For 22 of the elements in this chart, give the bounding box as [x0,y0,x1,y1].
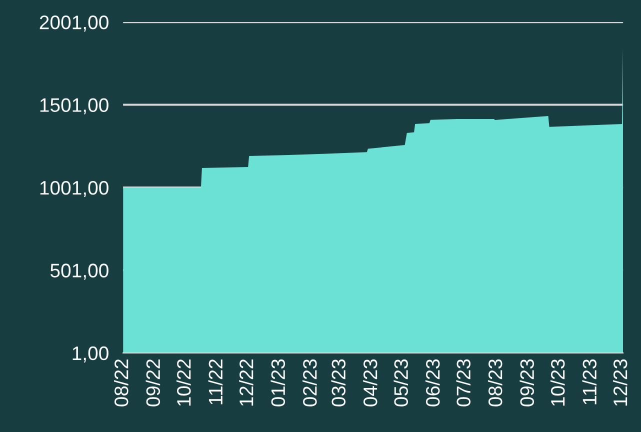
x-tick-label: 08/22 [114,359,128,406]
x-tick-label: 04/23 [362,359,378,406]
x-tick-label: 02/23 [302,359,317,406]
x-tick-label: 10/23 [550,359,565,406]
x-tick-label: 11/22 [208,359,223,404]
x-tick-label: 12/23 [612,359,628,406]
x-tick-label: 10/22 [176,359,191,406]
x-tick-label: 12/22 [239,359,254,406]
y-tick-label: 2001,00 [40,16,108,32]
x-tick-label: 09/23 [520,359,534,406]
x-tick-label: 11/23 [582,359,597,404]
x-tick-label: 03/23 [331,359,346,406]
x-tick-label: 09/22 [146,359,160,406]
y-tick-label: 1,00 [72,346,108,362]
x-tick-label: 07/23 [456,359,470,406]
x-tick-label: 06/23 [425,359,440,406]
y-tick-label: 1501,00 [40,98,108,114]
x-tick-label: 01/23 [270,359,286,406]
y-tick-label: 1001,00 [40,180,108,198]
x-tick-label: 08/23 [488,359,502,406]
y-tick-label: 501,00 [50,264,108,280]
x-tick-label: 05/23 [394,359,408,406]
